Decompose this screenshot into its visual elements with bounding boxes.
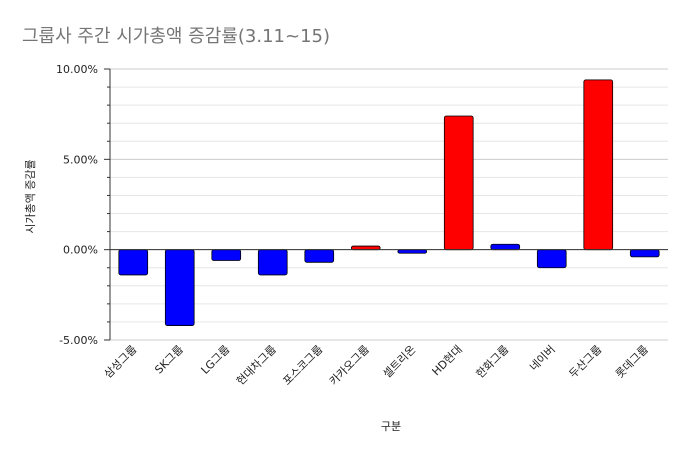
bar bbox=[397, 249, 428, 254]
x-tick-label: 셀트리온 bbox=[381, 343, 419, 381]
x-tick-label: 롯데그룹 bbox=[613, 343, 651, 381]
bar bbox=[629, 249, 660, 258]
bar bbox=[443, 115, 474, 251]
bar bbox=[583, 79, 614, 251]
bar bbox=[536, 249, 567, 269]
x-tick-label: 카카오그룹 bbox=[327, 343, 372, 388]
x-tick-label: SK그룹 bbox=[152, 343, 186, 377]
bar bbox=[257, 249, 288, 276]
y-axis-title: 시가총액 증감률 bbox=[24, 159, 37, 233]
bar bbox=[490, 243, 521, 251]
bar bbox=[118, 249, 149, 276]
x-tick-label: 현대차그룹 bbox=[234, 343, 279, 388]
x-axis-title: 구분 bbox=[381, 420, 401, 433]
bar bbox=[304, 249, 335, 263]
y-tick-label: 5.00% bbox=[63, 153, 98, 166]
bar bbox=[211, 249, 242, 261]
axes: -5.00% 0.00% 5.00% 10.00% 삼성그룹 SK그룹 LG그룹 현대차그룹 포… bbox=[56, 63, 668, 388]
y-tick-label: 10.00% bbox=[56, 63, 98, 76]
chart-title: 그룹사 주간 시가총액 증감률(3.11~15) bbox=[22, 26, 330, 47]
bar bbox=[350, 245, 381, 251]
x-tick-label: 두산그룹 bbox=[567, 343, 605, 381]
gridlines bbox=[110, 68, 668, 341]
x-tick-label: 포스코그룹 bbox=[280, 343, 325, 388]
bars bbox=[118, 79, 660, 326]
x-tick-label: 삼성그룹 bbox=[102, 343, 140, 381]
y-tick-label: -5.00% bbox=[59, 334, 98, 347]
x-tick-label: LG그룹 bbox=[198, 343, 232, 377]
y-tick-label: 0.00% bbox=[63, 244, 98, 257]
x-tick-label: HD현대 bbox=[430, 343, 465, 378]
x-tick-label: 네이버 bbox=[527, 343, 558, 374]
bar bbox=[164, 249, 195, 326]
x-tick-label: 한화그룹 bbox=[474, 343, 512, 381]
